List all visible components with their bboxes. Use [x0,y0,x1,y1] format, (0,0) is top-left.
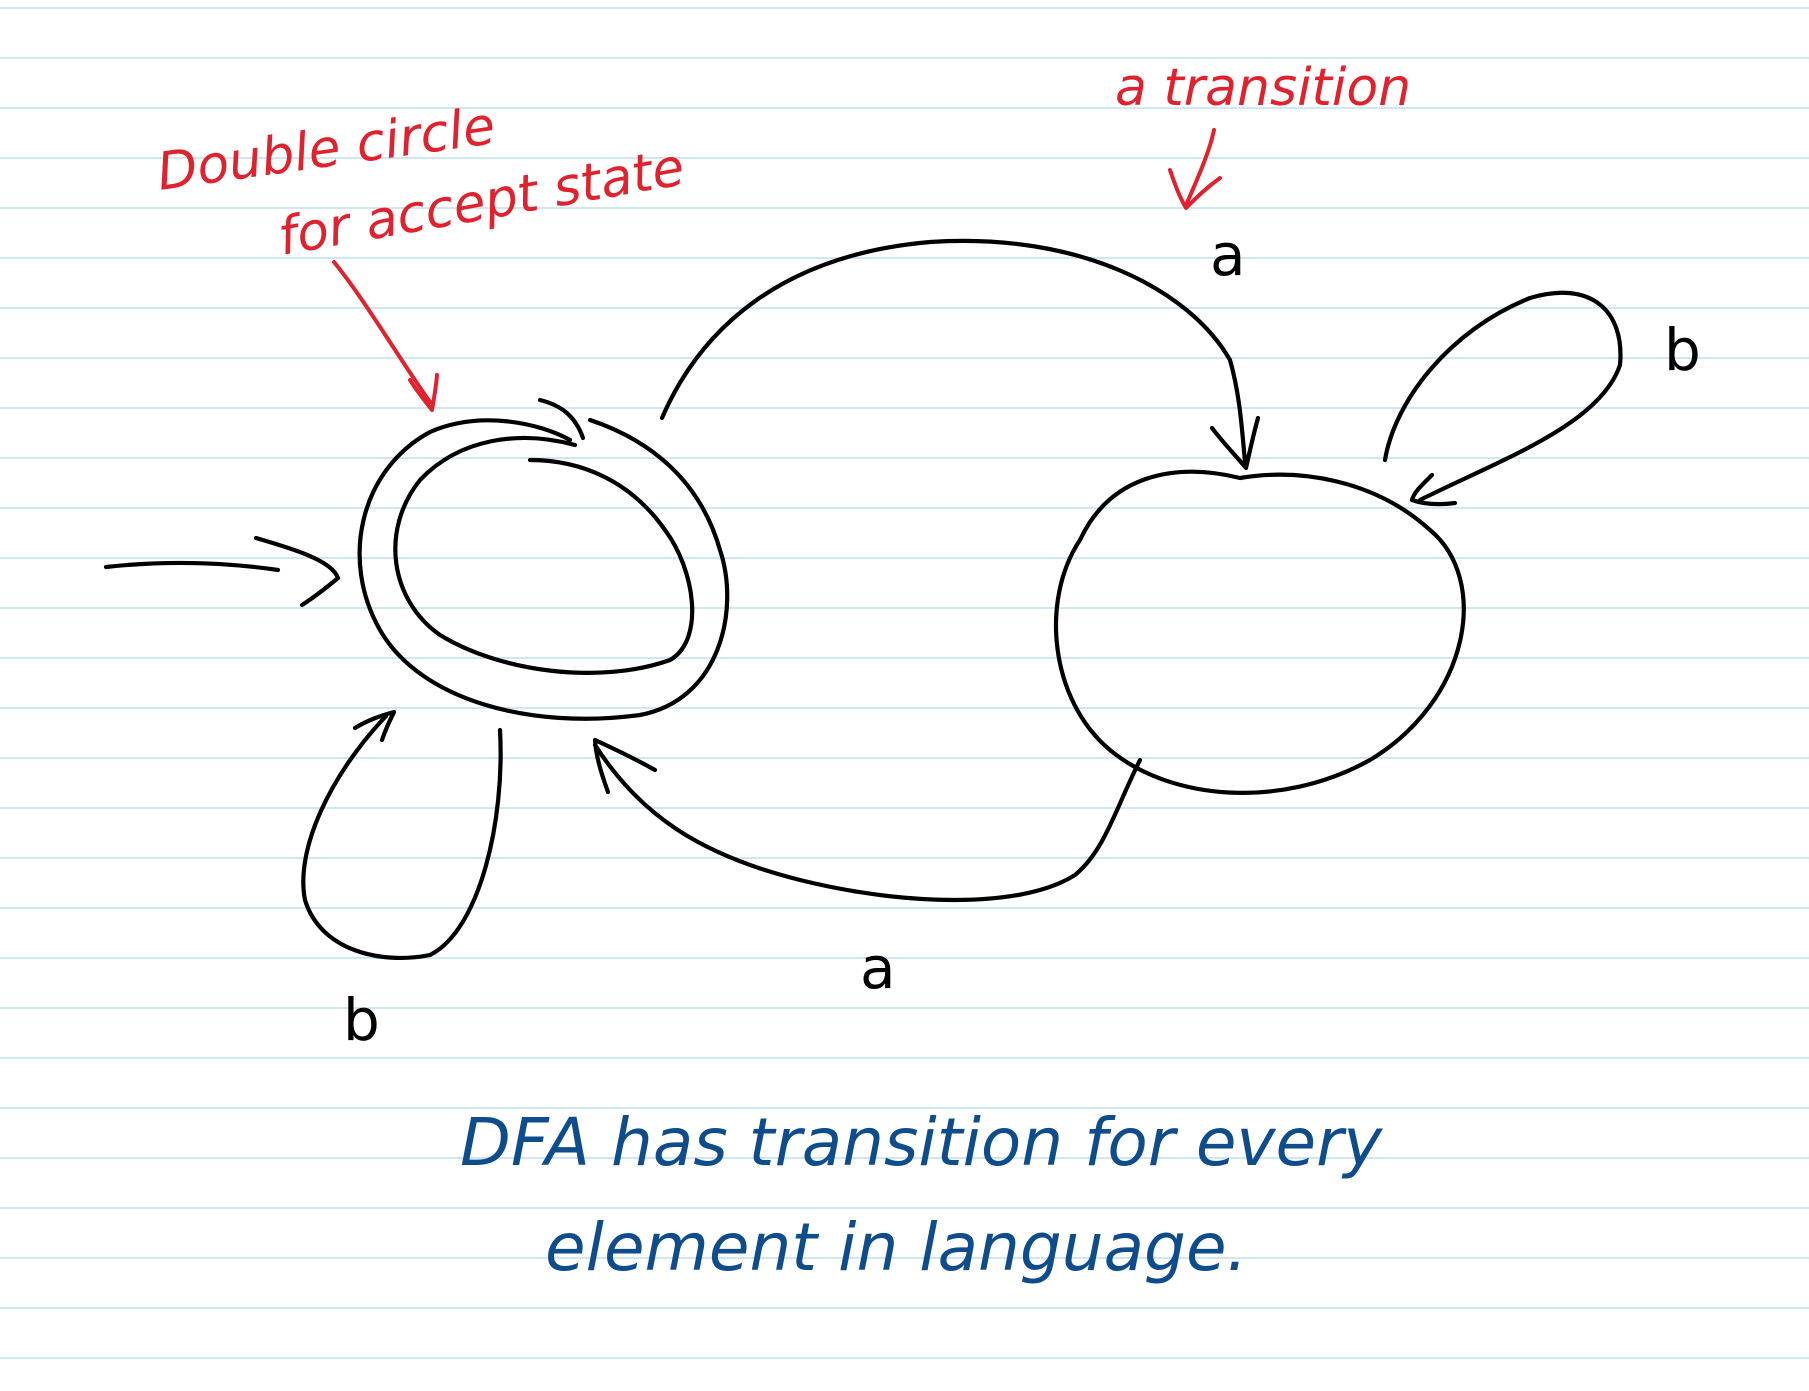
transition-label: a [860,934,896,1002]
other-state [1053,469,1466,795]
dfa-annotation: DFA has transition for every element in … [460,1104,1383,1286]
transition-b-self-loop-other: b [1382,290,1701,507]
accept-state-annotation: Double circle for accept state [153,96,689,412]
annotation-arrow [1184,128,1216,207]
accept-state-outer-circle [357,417,730,721]
transition-annotation: a transition [1115,58,1411,210]
annotation-arrow [332,260,432,404]
transition-label: a [1210,221,1246,289]
transition-label: b [343,986,380,1054]
other-state-circle [1053,469,1466,795]
accept-state [357,397,730,721]
annotation-text: a transition [1115,58,1411,118]
transition-a-to-accept: a [592,737,1143,1002]
transition-label: b [1664,316,1701,384]
accept-state-inner-circle [393,435,695,675]
annotation-text: element in language. [545,1209,1248,1286]
annotation-text: DFA has transition for every [460,1104,1383,1181]
transition-a-to-other: a [659,221,1261,471]
transition-b-self-loop-accept: b [301,709,503,1054]
start-arrow [103,535,341,608]
